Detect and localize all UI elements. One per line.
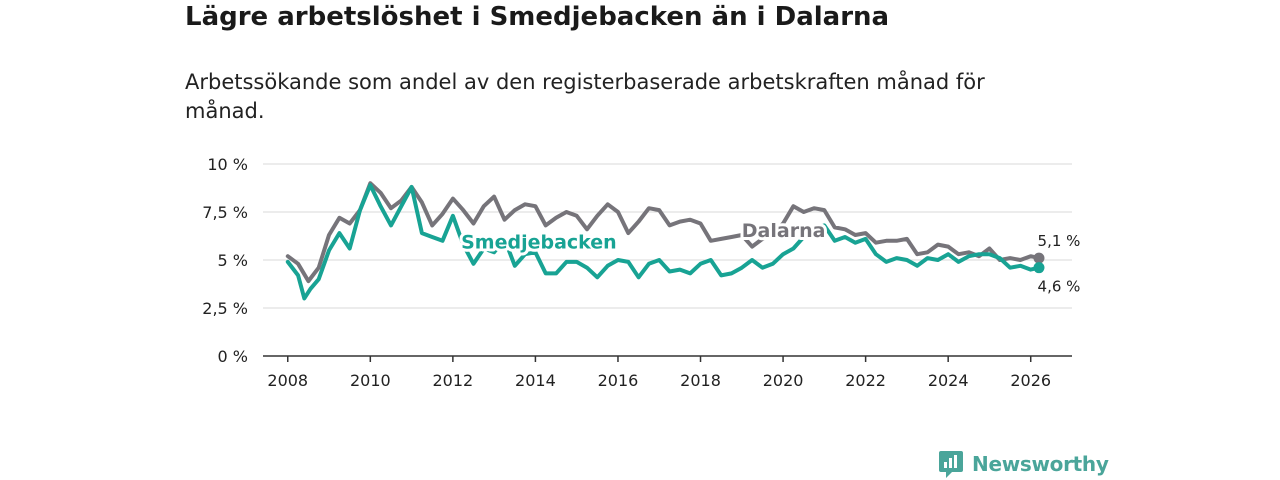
series-line-smedjebacken — [285, 183, 1041, 301]
x-tick-label: 2014 — [515, 371, 556, 390]
x-tick-label: 2010 — [350, 371, 391, 390]
x-tick-label: 2018 — [680, 371, 721, 390]
chart-title: Lägre arbetslöshet i Smedjebacken än i D… — [185, 2, 890, 32]
newsworthy-logo-icon — [939, 451, 963, 478]
series-label-smedjebacken: Smedjebacken — [461, 231, 617, 253]
x-tick-label: 2016 — [598, 371, 639, 390]
gridlines — [263, 163, 1072, 309]
end-point-dalarna — [1033, 252, 1045, 264]
end-label-dalarna: 5,1 % — [1038, 232, 1081, 250]
brand[interactable]: Newsworthy — [938, 449, 1109, 479]
series-label-dalarna: Dalarna — [742, 220, 826, 242]
brand-name: Newsworthy — [972, 452, 1109, 476]
x-tick-label: 2020 — [763, 371, 804, 390]
x-tick-label: 2022 — [845, 371, 886, 390]
x-tick-label: 2012 — [433, 371, 474, 390]
x-tick-label: 2024 — [928, 371, 969, 390]
y-tick-label: 5 % — [218, 251, 248, 270]
y-tick-label: 0 % — [218, 347, 248, 366]
x-tick-label: 2026 — [1010, 371, 1051, 390]
end-point-smedjebacken — [1033, 262, 1045, 274]
y-tick-label: 7,5 % — [202, 203, 248, 222]
y-tick-label: 2,5 % — [202, 299, 248, 318]
chart-subtitle: Arbetssökande som andel av den registerb… — [185, 70, 985, 123]
series-labels: Dalarna Smedjebacken 5,1 % 4,6 % — [458, 217, 1081, 296]
axes: 0 % 2,5 % 5 % 7,5 % 10 % 2008 2010 2012 2014 2016… — [202, 155, 1072, 390]
series-lines — [285, 181, 1045, 301]
y-tick-label: 10 % — [207, 155, 248, 174]
end-label-smedjebacken: 4,6 % — [1038, 278, 1081, 296]
x-tick-label: 2008 — [267, 371, 308, 390]
